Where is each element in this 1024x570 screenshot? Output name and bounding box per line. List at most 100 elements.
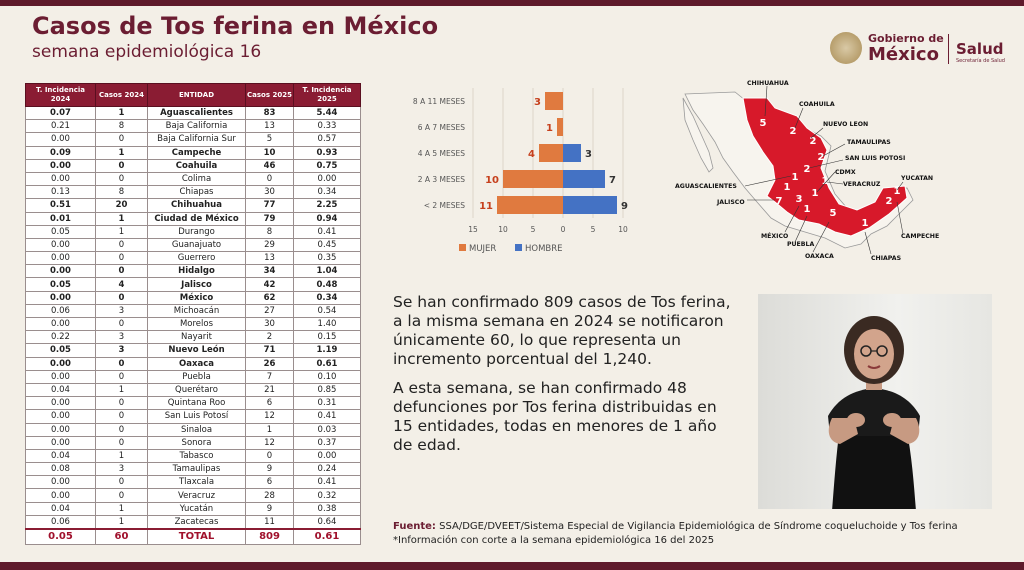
cell-ti-2024: 0.00 (25, 396, 96, 411)
x-tick-label: 15 (468, 225, 478, 234)
table-row: 0.04 1 Yucatán 9 0.38 (25, 501, 361, 516)
cell-casos-2025: 42 (245, 277, 294, 292)
table-row: 0.05 4 Jalisco 42 0.48 (25, 277, 361, 292)
map-label-yucatan: YUCATAN (900, 175, 933, 182)
cell-casos-2024: 20 (95, 198, 148, 213)
cell-casos-2025: 28 (245, 488, 294, 503)
cell-entidad: Oaxaca (147, 356, 246, 371)
cell-casos-2025: 27 (245, 303, 294, 319)
cell-casos-2024: 8 (95, 119, 148, 134)
table-row: 0.00 0 Baja California Sur 5 0.57 (25, 132, 361, 147)
cell-entidad: Nuevo León (147, 343, 246, 358)
mexico-deaths-map: 5 2 2 2 2 1 7 3 1 1 5 1 2 1 1 1 CHIHUAHU… (675, 80, 939, 262)
cell-casos-2024: 0 (95, 251, 148, 266)
cell-ti-2025: 1.04 (293, 264, 361, 279)
table-row: 0.09 1 Campeche 10 0.93 (25, 145, 361, 160)
cell-entidad: México (147, 290, 246, 305)
cell-ti-2025: 0.57 (293, 132, 361, 147)
cell-ti-2025: 0.54 (293, 303, 361, 319)
table-row: 0.21 8 Baja California 13 0.33 (25, 119, 361, 134)
cell-ti-2024: 0.21 (25, 119, 96, 134)
cell-ti-2025: 0.48 (293, 277, 361, 292)
x-tick-label: 10 (498, 225, 508, 234)
cell-ti-2025: 0.45 (293, 237, 361, 253)
summary-text: Se han confirmado 809 casos de Tos ferin… (393, 293, 733, 465)
cell-casos-2025: 62 (245, 290, 294, 305)
bar-mujer (503, 170, 563, 188)
map-number-nuevo-leon: 2 (810, 136, 817, 147)
cell-ti-2024: 0.00 (25, 369, 96, 384)
cell-entidad: Jalisco (147, 277, 246, 292)
table-row: 0.04 1 Querétaro 21 0.85 (25, 382, 361, 398)
cell-casos-2024: 1 (95, 501, 148, 516)
cell-casos-2025: 13 (245, 251, 294, 266)
table-row: 0.00 0 Hidalgo 34 1.04 (25, 264, 361, 279)
map-number-extra: 1 (784, 182, 791, 193)
cell-ti-2025: 5.44 (293, 105, 361, 121)
bar-hombre (563, 196, 617, 214)
cell-ti-2025: 0.41 (293, 409, 361, 424)
cell-entidad: Michoacán (147, 303, 246, 319)
cell-ti-2024: 0.00 (25, 158, 96, 173)
cell-ti-2024: 0.00 (25, 422, 96, 437)
cell-entidad: San Luis Potosí (147, 409, 246, 424)
cell-ti-2025: 0.38 (293, 501, 361, 516)
cell-ti-2025: 1.40 (293, 316, 361, 332)
cell-ti-2024: 0.51 (25, 198, 96, 213)
cell-casos-2025: 30 (245, 185, 294, 200)
total-casos-2025: 809 (245, 528, 294, 545)
cell-casos-2025: 9 (245, 462, 294, 477)
map-label-cdmx: CDMX (835, 169, 856, 176)
cell-entidad: Sonora (147, 435, 246, 450)
cell-entidad: Morelos (147, 316, 246, 332)
table-row: 0.00 0 Veracruz 28 0.32 (25, 488, 361, 503)
cell-ti-2024: 0.00 (25, 409, 96, 424)
cell-casos-2025: 7 (245, 369, 294, 384)
cell-ti-2024: 0.08 (25, 462, 96, 477)
map-number-coahuila: 2 (790, 126, 797, 137)
bar-mujer (497, 196, 563, 214)
map-label-puebla: PUEBLA (787, 241, 814, 248)
cell-casos-2025: 71 (245, 343, 294, 358)
map-number-puebla: 1 (804, 204, 811, 215)
cell-casos-2025: 12 (245, 435, 294, 450)
x-tick-label: 10 (618, 225, 628, 234)
baja-california-outline (682, 97, 714, 173)
category-label: < 2 MESES (424, 201, 466, 210)
cell-casos-2024: 0 (95, 475, 148, 490)
table-header-row: T. Incidencia 2024 Casos 2024 ENTIDAD Ca… (25, 83, 361, 107)
cell-ti-2024: 0.00 (25, 237, 96, 253)
cell-ti-2025: 0.10 (293, 369, 361, 384)
x-tick-label: 0 (561, 225, 566, 234)
cell-casos-2025: 11 (245, 514, 294, 530)
cell-ti-2024: 0.09 (25, 145, 96, 160)
header-casos-2025: Casos 2025 (245, 83, 294, 107)
cell-casos-2025: 8 (245, 224, 294, 239)
cell-casos-2024: 0 (95, 435, 148, 450)
cell-casos-2024: 3 (95, 303, 148, 319)
cell-ti-2025: 0.61 (293, 356, 361, 371)
table-row: 0.00 0 Oaxaca 26 0.61 (25, 356, 361, 371)
map-label-veracruz: VERACRUZ (843, 181, 881, 188)
cell-ti-2025: 0.34 (293, 290, 361, 305)
total-casos-2024: 60 (95, 528, 148, 545)
cell-casos-2025: 0 (245, 171, 294, 187)
data-label-hombre: 3 (585, 149, 592, 160)
cell-casos-2024: 0 (95, 369, 148, 384)
logo-gobierno-text: Gobierno de (868, 32, 944, 45)
total-label: TOTAL (147, 528, 246, 545)
cell-casos-2024: 3 (95, 462, 148, 477)
cell-casos-2025: 6 (245, 475, 294, 490)
table-row: 0.05 3 Nuevo León 71 1.19 (25, 343, 361, 358)
cell-casos-2024: 1 (95, 145, 148, 160)
cell-ti-2024: 0.00 (25, 316, 96, 332)
cell-casos-2025: 77 (245, 198, 294, 213)
cell-ti-2025: 0.15 (293, 330, 361, 345)
map-number-mexico: 3 (796, 194, 803, 205)
cell-ti-2024: 0.00 (25, 171, 96, 187)
map-label-chiapas: CHIAPAS (871, 255, 901, 262)
logo-divider (948, 34, 949, 64)
total-ti-2024: 0.05 (25, 528, 96, 545)
cell-ti-2024: 0.00 (25, 356, 96, 371)
map-number-slp: 2 (804, 164, 811, 175)
